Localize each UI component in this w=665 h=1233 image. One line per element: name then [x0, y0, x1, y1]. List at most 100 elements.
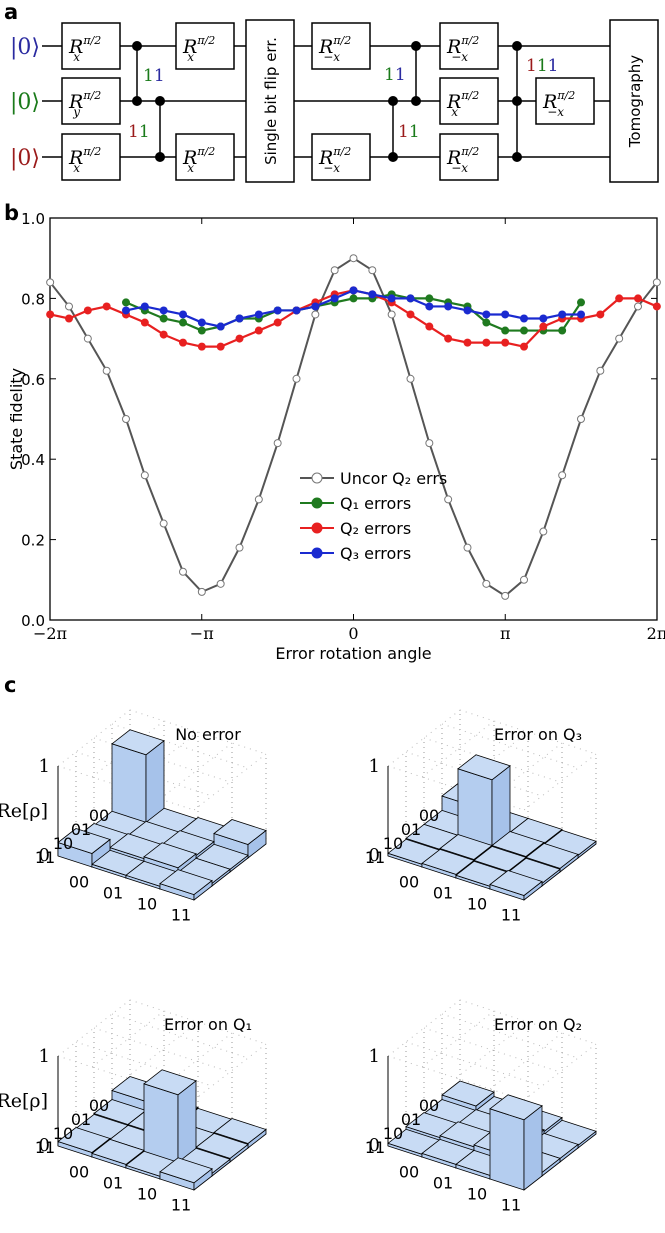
data-point: [596, 310, 605, 319]
row-axis-label: 10: [383, 834, 403, 853]
svg-text:Rπ/2−x: Rπ/2 −x: [446, 34, 479, 64]
data-point: [254, 310, 263, 319]
x-tick-label: 0: [348, 624, 358, 643]
legend-marker: [311, 547, 323, 559]
grid-line: [405, 1041, 543, 1087]
y-tick-label: 0.4: [21, 451, 45, 469]
legend-entry: Q₁ errors: [340, 494, 411, 513]
ccz-label: 111: [526, 56, 558, 76]
data-point: [178, 567, 187, 576]
control-dot: [512, 152, 522, 162]
col-axis-label: 00: [399, 873, 419, 892]
data-point: [539, 322, 548, 331]
gate-rx-q2b: Rπ/2 x: [439, 77, 499, 125]
data-point: [501, 326, 510, 335]
data-point: [634, 302, 643, 311]
x-axis-label: Error rotation angle: [275, 644, 431, 663]
data-point: [577, 415, 586, 423]
data-point: [482, 579, 491, 588]
legend-entry: Q₃ errors: [340, 544, 411, 563]
z-tick-label: 0: [369, 1135, 380, 1156]
data-point: [83, 306, 92, 315]
cz-label-top-2: 11: [384, 65, 406, 85]
data-point: [387, 310, 396, 319]
series-0: [46, 254, 661, 600]
data-point: [387, 294, 396, 303]
error-box-label: Single bit flip err.: [262, 37, 280, 165]
gate-rx-q1b: Rπ/2 x: [175, 22, 235, 70]
data-point: [273, 318, 282, 327]
row-axis-label: 00: [89, 1096, 109, 1115]
row-axis-label: 00: [419, 806, 439, 825]
data-point: [330, 266, 339, 275]
x-tick-label: 2π: [647, 624, 665, 643]
series-1: [121, 290, 586, 335]
control-dot: [155, 152, 165, 162]
gate-ry-q2: Rπ/2 y: [61, 77, 121, 125]
data-point: [235, 543, 244, 552]
row-axis-label: 01: [401, 1110, 421, 1129]
y-axis-label: State fidelity: [7, 368, 26, 470]
data-point: [178, 338, 187, 347]
col-axis-label: 00: [399, 1163, 419, 1182]
panel-label-c: c: [4, 673, 17, 697]
data-point: [349, 294, 358, 303]
data-point: [216, 579, 225, 588]
data-point: [216, 322, 225, 331]
gate-rx-q3: Rπ/2 x: [61, 133, 121, 181]
col-axis-label: 11: [501, 906, 521, 925]
data-point: [463, 338, 472, 347]
data-point: [558, 471, 567, 480]
data-point: [64, 302, 73, 311]
bar-plot-title: No error: [175, 725, 241, 744]
data-point: [330, 294, 339, 303]
data-point: [615, 334, 624, 343]
data-point: [121, 415, 130, 423]
data-point: [292, 374, 301, 383]
legend-marker: [311, 522, 323, 534]
data-point: [425, 322, 434, 331]
fidelity-chart: 0.0 0.2 0.4 0.6 0.8 1.0 −2π −π 0 π 2π Error rotatio…: [7, 210, 665, 663]
col-axis-label: 11: [501, 1196, 521, 1215]
data-point: [501, 591, 510, 600]
data-point: [425, 294, 434, 303]
control-dot: [512, 96, 522, 106]
data-point: [216, 342, 225, 351]
bar-3d: [489, 870, 543, 901]
data-point: [634, 294, 643, 303]
bar-3d: [57, 828, 111, 868]
bar-plot-title: Error on Q₃: [494, 725, 582, 744]
data-point: [520, 326, 529, 335]
gate-r-negx-q1b: Rπ/2 −x: [439, 22, 499, 70]
data-point: [159, 314, 168, 323]
data-point: [463, 306, 472, 315]
z-tick-label: 0: [369, 845, 380, 866]
data-point: [406, 310, 415, 319]
series-3: [121, 286, 586, 331]
bar-3d: [159, 869, 213, 901]
row-axis-label: 11: [35, 1138, 55, 1157]
data-point: [501, 338, 510, 347]
z-axis-label: Re[ρ]: [0, 1090, 48, 1112]
data-point: [311, 310, 320, 319]
quantum-circuit: |0⟩ |0⟩ |0⟩ Rπ/2 x Rπ/2 y Rπ/2 x 11 11 Rπ/2 x Rπ/2 x Si…: [10, 19, 659, 183]
data-point: [615, 294, 624, 303]
bar-3d: [143, 1069, 197, 1166]
col-axis-label: 10: [467, 1185, 487, 1204]
data-point: [558, 310, 567, 319]
y-tick-label: 0.2: [21, 532, 45, 550]
data-point: [596, 366, 605, 375]
data-point: [558, 326, 567, 335]
row-axis-label: 01: [71, 820, 91, 839]
row-axis-label: 11: [365, 1138, 385, 1157]
data-point: [197, 587, 206, 596]
svg-text:Rπ/2−x: Rπ/2 −x: [446, 145, 479, 175]
data-point: [159, 306, 168, 315]
row-axis-label: 01: [401, 820, 421, 839]
data-point: [140, 302, 149, 311]
data-point: [311, 302, 320, 311]
gate-r-negx-q2: Rπ/2 −x: [535, 77, 595, 125]
data-point: [140, 318, 149, 327]
data-point: [197, 318, 206, 327]
